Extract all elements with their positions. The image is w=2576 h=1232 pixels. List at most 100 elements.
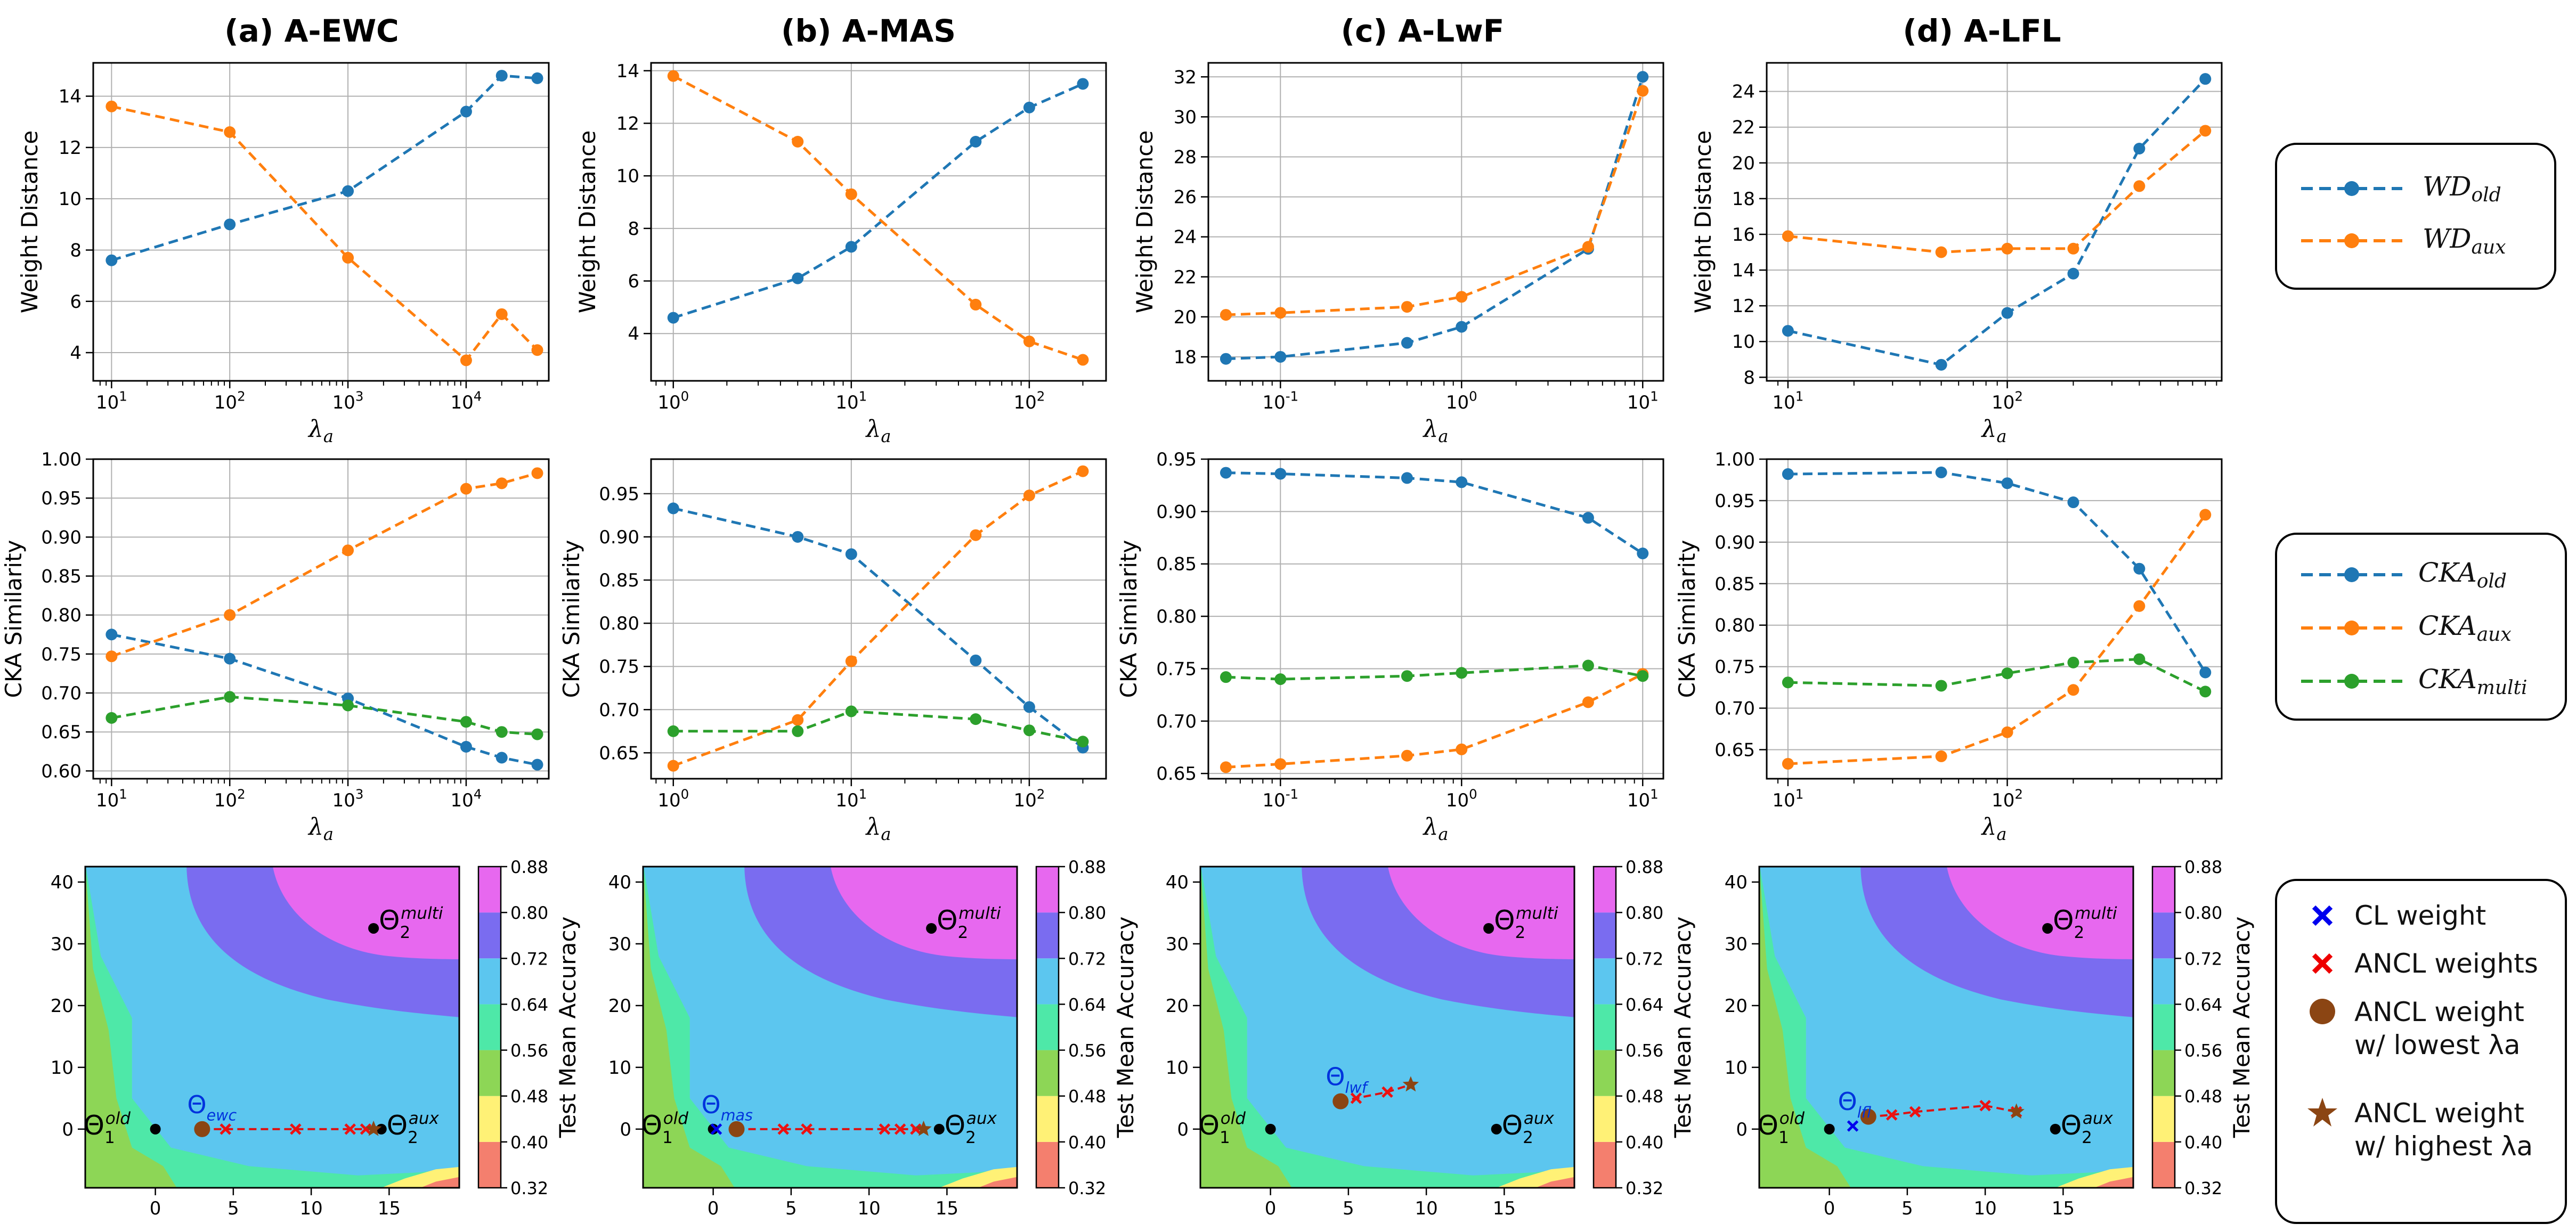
data-point-WD_old [105,254,118,266]
data-point-CKA_multi [845,705,857,717]
data-point-CKA_old [105,629,118,641]
y-tick-label: 40 [1166,872,1189,893]
plot-frame [642,866,1018,1189]
colorbar-segment [1594,912,1616,959]
theta-old-label: Θ1old [641,1109,689,1147]
series-line-WD_aux [1225,90,1644,316]
y-tick-label: 20 [1174,307,1197,328]
x-tick-label: 0 [1265,1198,1277,1219]
ancl-lowest-point [1332,1093,1349,1109]
colorbar-segment [2152,912,2175,959]
y-tick-label: 0.90 [1714,532,1755,553]
y-axis-label: CKA Similarity [1,540,27,698]
plot-frame [650,62,1107,382]
region-032-red [2094,1177,2133,1188]
data-point-CKA_aux [342,544,354,557]
y-tick-label: 12 [616,113,639,134]
plot-area [1767,459,2222,779]
y-tick-label: 0.80 [41,605,82,626]
data-point-WD_aux [1220,309,1232,321]
series-line-WD_aux [111,105,539,363]
data-point-WD_old [495,70,508,82]
y-tick-label: 0.80 [599,613,639,634]
data-point-CKA_multi [460,716,472,728]
colorbar-segment [478,1050,501,1096]
colorbar-tick-label: 0.40 [1626,1132,1663,1153]
data-point-CKA_multi [105,712,118,724]
colorbar-tick-label: 0.32 [2184,1178,2222,1198]
colorbar-tick-label: 0.80 [1626,903,1663,923]
region-080-magenta [831,867,1017,959]
data-point-CKA_old [1935,466,1947,478]
data-point-WD_old [1274,350,1287,363]
legend-landscape: CL weight ANCL weights ANCL weight w/ low… [2275,879,2567,1224]
colorbar-tick-label: 0.32 [1626,1178,1663,1198]
colorbar-segment [1036,1050,1059,1096]
theta-old-point [1265,1123,1276,1135]
chart-3-weight_distance: 101 102 8 10 12 14 16 18 20 22 24 λa Weight Distance [1690,62,2223,446]
y-tick-label: 0.95 [41,488,82,509]
x-tick-label: 103 [332,389,364,413]
data-point-WD_old [531,72,543,84]
x-axis-label: λa [1423,813,1449,844]
region-048 [643,867,735,1188]
data-point-WD_aux [2001,242,2013,255]
series-line-WD_old [111,74,538,262]
region-048 [1200,867,1292,1188]
plot-frame [1199,866,1575,1189]
data-point-CKA_aux [495,477,508,489]
y-tick-label: 20 [1166,996,1189,1017]
data-point-WD_old [1077,78,1089,90]
x-tick-label: 101 [835,389,867,413]
data-point-CKA_aux [970,529,982,541]
ancl-weight-cross [894,1123,906,1135]
data-point-WD_aux [531,344,543,356]
ancl-weight-cross [290,1123,302,1135]
legend-item-cka-old: CKAold [2301,557,2507,592]
series-line-CKA_aux [672,470,1084,768]
colorbar-segment [1036,958,1059,1005]
x-tick-label: 101 [1772,787,1803,811]
data-point-CKA_old [1401,472,1413,484]
y-tick-label: 18 [1732,189,1755,210]
data-point-WD_aux [1401,301,1413,313]
theta-aux-label: Θ2aux [2061,1109,2114,1147]
colorbar-label: Test Mean Accuracy [555,917,581,1139]
colorbar-tick-label: 0.40 [2184,1132,2222,1153]
x-tick-label: 5 [785,1198,797,1219]
ancl-weight-cross [220,1123,232,1135]
theta-multi-point [1483,923,1494,934]
y-tick-label: 30 [1166,934,1189,955]
ancl-highest-star [2008,1103,2025,1119]
colorbar-segment [2152,1050,2175,1096]
data-point-WD_old [2001,307,2013,319]
data-point-CKA_aux [1582,696,1594,708]
data-point-CKA_aux [105,650,118,663]
plot-frame [92,458,550,780]
legend-line-blue-icon [2301,181,2402,196]
y-tick-label: 14 [59,86,82,108]
ancl-weight-cross [1350,1092,1362,1104]
data-point-CKA_aux [460,483,472,495]
data-point-WD_old [342,185,354,197]
data-point-CKA_aux [792,714,804,726]
data-point-CKA_old [667,502,679,515]
data-point-CKA_old [792,531,804,543]
ancl-weight-cross [1979,1100,1991,1112]
data-point-CKA_multi [495,726,508,738]
x-axis-label: λa [307,415,334,446]
plot-frame [1758,866,2134,1189]
theta-old-point [708,1123,719,1135]
cl-weight-cross [710,1123,722,1135]
colorbar-segment [1036,912,1059,959]
colorbar-tick-label: 0.88 [1068,857,1106,877]
series-line-CKA_aux [111,471,538,658]
x-tick-label: 100 [1446,389,1477,413]
data-point-WD_old [2199,73,2212,85]
x-tick-label: 5 [1901,1198,1913,1219]
y-tick-label: 0 [1177,1119,1189,1140]
data-point-WD_old [1782,325,1794,337]
theta-old-label: Θ1old [1758,1109,1805,1147]
data-point-WD_aux [845,188,857,200]
ancl-weight-cross [1886,1109,1898,1121]
